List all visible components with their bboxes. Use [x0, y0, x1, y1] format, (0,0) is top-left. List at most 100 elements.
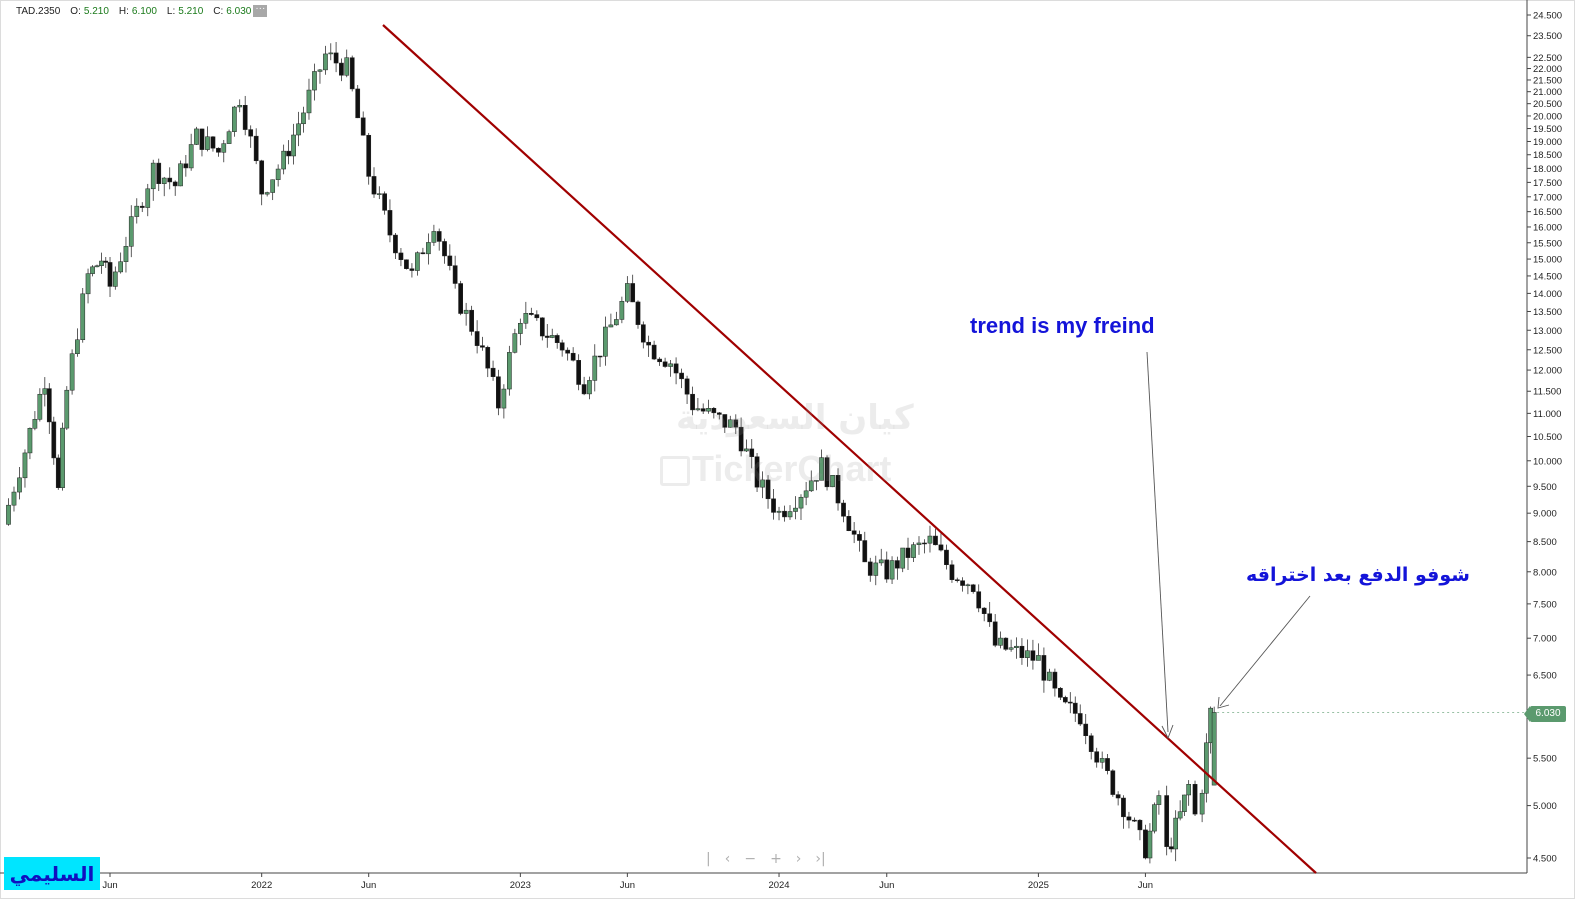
- candle-body: [1014, 645, 1019, 648]
- candle-body: [107, 262, 113, 287]
- candle-body: [965, 584, 971, 587]
- candle-body: [608, 324, 614, 328]
- zoom-in-icon[interactable]: +: [770, 851, 782, 867]
- x-tick-label: Jun: [879, 880, 894, 891]
- candle-body: [992, 621, 998, 646]
- candle-body: [862, 540, 868, 563]
- candle-body: [1164, 795, 1170, 847]
- more-options-button[interactable]: ···: [253, 4, 268, 17]
- candle-body: [281, 150, 286, 170]
- candle-body: [570, 352, 576, 361]
- zoom-out-icon[interactable]: −: [744, 851, 757, 867]
- candle-body: [824, 457, 830, 488]
- y-tick-label: 20.500: [1533, 99, 1562, 110]
- close-label: C:: [213, 5, 224, 17]
- candle-body: [90, 266, 95, 274]
- candle-body: [199, 128, 205, 150]
- candle-body: [1030, 650, 1036, 661]
- candle-body: [625, 283, 630, 302]
- candle-body: [635, 301, 641, 325]
- candle-body: [426, 242, 431, 255]
- y-tick-label: 13.500: [1533, 307, 1562, 318]
- scroll-right-icon[interactable]: ›: [795, 851, 802, 867]
- candle-body: [6, 504, 11, 525]
- candle-body: [51, 421, 57, 459]
- candle-body: [1192, 784, 1198, 815]
- candle-body: [523, 313, 529, 324]
- candle-body: [1182, 794, 1187, 812]
- candle-body: [259, 160, 265, 195]
- candle-body: [404, 259, 409, 269]
- candle-body: [344, 57, 350, 76]
- candle-body: [539, 317, 545, 337]
- candle-body: [210, 136, 216, 149]
- candle-body: [232, 106, 237, 132]
- candle-body: [328, 52, 334, 55]
- candle-body: [1186, 784, 1192, 796]
- candle-body: [1025, 650, 1030, 658]
- y-tick-label: 12.500: [1533, 345, 1562, 356]
- candle-body: [554, 335, 560, 343]
- candle-body: [415, 252, 420, 271]
- candle-body: [846, 516, 852, 531]
- candle-body: [933, 535, 938, 546]
- candle-body: [64, 389, 70, 429]
- candle-body: [819, 457, 824, 481]
- x-tick-label: Jun: [102, 880, 117, 891]
- candle-body: [317, 69, 323, 72]
- candle-body: [393, 234, 398, 254]
- y-tick-label: 6.500: [1533, 671, 1557, 682]
- candle-body: [916, 542, 922, 545]
- candle-body: [749, 448, 755, 457]
- candle-body: [360, 117, 366, 136]
- candle-body: [1008, 647, 1014, 650]
- candle-body: [771, 498, 776, 513]
- candle-body: [517, 323, 523, 334]
- candle-body: [355, 88, 361, 119]
- candle-body: [80, 293, 86, 341]
- candle-body: [905, 547, 911, 558]
- candle-body: [1083, 723, 1089, 737]
- candle-body: [1099, 758, 1105, 763]
- candle-body: [458, 283, 463, 314]
- candle-body: [1204, 742, 1209, 794]
- candle-body: [576, 360, 581, 385]
- candle-body: [60, 427, 65, 488]
- candle-body: [528, 313, 534, 315]
- candle-body: [1088, 735, 1094, 752]
- candle-body: [640, 324, 646, 343]
- candle-body: [798, 496, 804, 509]
- y-tick-label: 19.500: [1533, 124, 1562, 135]
- candle-body: [55, 457, 61, 488]
- candle-body: [765, 479, 771, 500]
- nav-start-icon[interactable]: |: [706, 851, 711, 867]
- candle-body: [1121, 797, 1126, 818]
- candle-body: [183, 163, 189, 169]
- annotation-breakout: شوفو الدفع بعد اختراقه: [1246, 564, 1470, 586]
- y-tick-label: 17.000: [1533, 192, 1562, 203]
- candle-body: [270, 179, 276, 193]
- y-tick-label: 22.000: [1533, 64, 1562, 75]
- scroll-left-icon[interactable]: ‹: [724, 851, 731, 867]
- candle-body: [668, 363, 673, 367]
- candle-body: [339, 62, 344, 76]
- candle-body: [128, 216, 134, 247]
- candle-body: [11, 491, 17, 506]
- candle-body: [587, 380, 592, 395]
- candle-body: [291, 134, 296, 157]
- scroll-end-icon[interactable]: ›|: [815, 851, 826, 867]
- candle-body: [597, 355, 603, 358]
- y-tick-label: 5.500: [1533, 754, 1557, 765]
- y-tick-label: 10.500: [1533, 432, 1562, 443]
- candle-body: [150, 162, 156, 190]
- candle-body: [760, 479, 765, 488]
- candle-body: [851, 530, 857, 535]
- candle-body: [216, 147, 221, 153]
- candle-body: [349, 57, 355, 90]
- candle-body: [1147, 830, 1153, 859]
- candle-body: [998, 637, 1003, 646]
- y-tick-label: 16.000: [1533, 222, 1562, 233]
- annotation-trend: trend is my freind: [970, 313, 1155, 338]
- x-tick-label: Jun: [1138, 880, 1153, 891]
